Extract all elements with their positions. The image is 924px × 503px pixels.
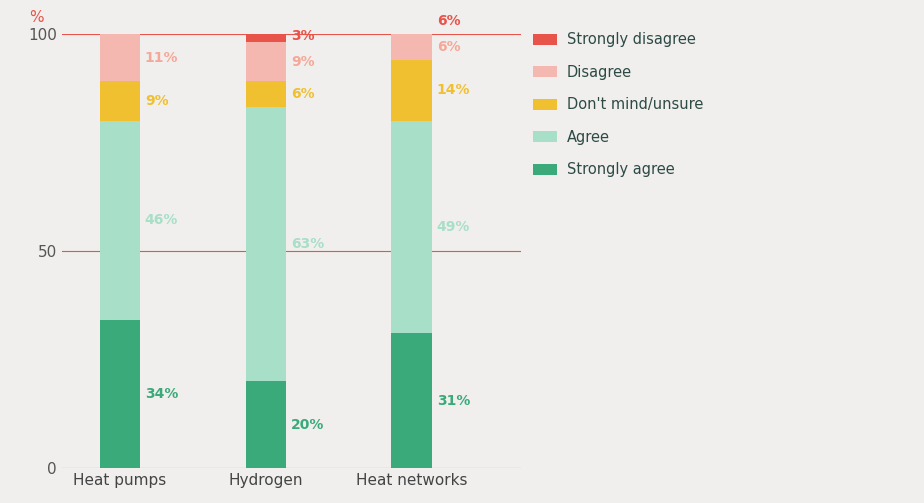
Text: 3%: 3% bbox=[291, 29, 314, 43]
Bar bbox=[246, 42, 286, 81]
Bar bbox=[392, 34, 432, 60]
Text: 6%: 6% bbox=[291, 88, 314, 102]
Text: 11%: 11% bbox=[145, 50, 178, 64]
Text: 34%: 34% bbox=[145, 387, 178, 401]
Bar bbox=[100, 81, 140, 121]
Text: 46%: 46% bbox=[145, 213, 178, 227]
Text: 20%: 20% bbox=[291, 417, 324, 432]
Text: 14%: 14% bbox=[437, 83, 470, 97]
Bar bbox=[392, 60, 432, 121]
Bar bbox=[392, 333, 432, 468]
Legend: Strongly disagree, Disagree, Don't mind/unsure, Agree, Strongly agree: Strongly disagree, Disagree, Don't mind/… bbox=[533, 32, 703, 177]
Text: 9%: 9% bbox=[145, 94, 168, 108]
Text: 49%: 49% bbox=[437, 220, 470, 234]
Bar bbox=[100, 34, 140, 81]
Bar bbox=[100, 320, 140, 468]
Text: 31%: 31% bbox=[437, 394, 470, 408]
Text: 63%: 63% bbox=[291, 237, 324, 252]
Text: 6%: 6% bbox=[437, 40, 460, 54]
Bar bbox=[100, 121, 140, 320]
Y-axis label: %: % bbox=[29, 10, 43, 25]
Bar bbox=[246, 381, 286, 468]
Bar bbox=[246, 81, 286, 108]
Text: 9%: 9% bbox=[291, 55, 314, 69]
Bar bbox=[392, 121, 432, 333]
Bar bbox=[246, 29, 286, 42]
Text: 6%: 6% bbox=[437, 14, 460, 28]
Bar bbox=[392, 8, 432, 34]
Bar bbox=[246, 108, 286, 381]
